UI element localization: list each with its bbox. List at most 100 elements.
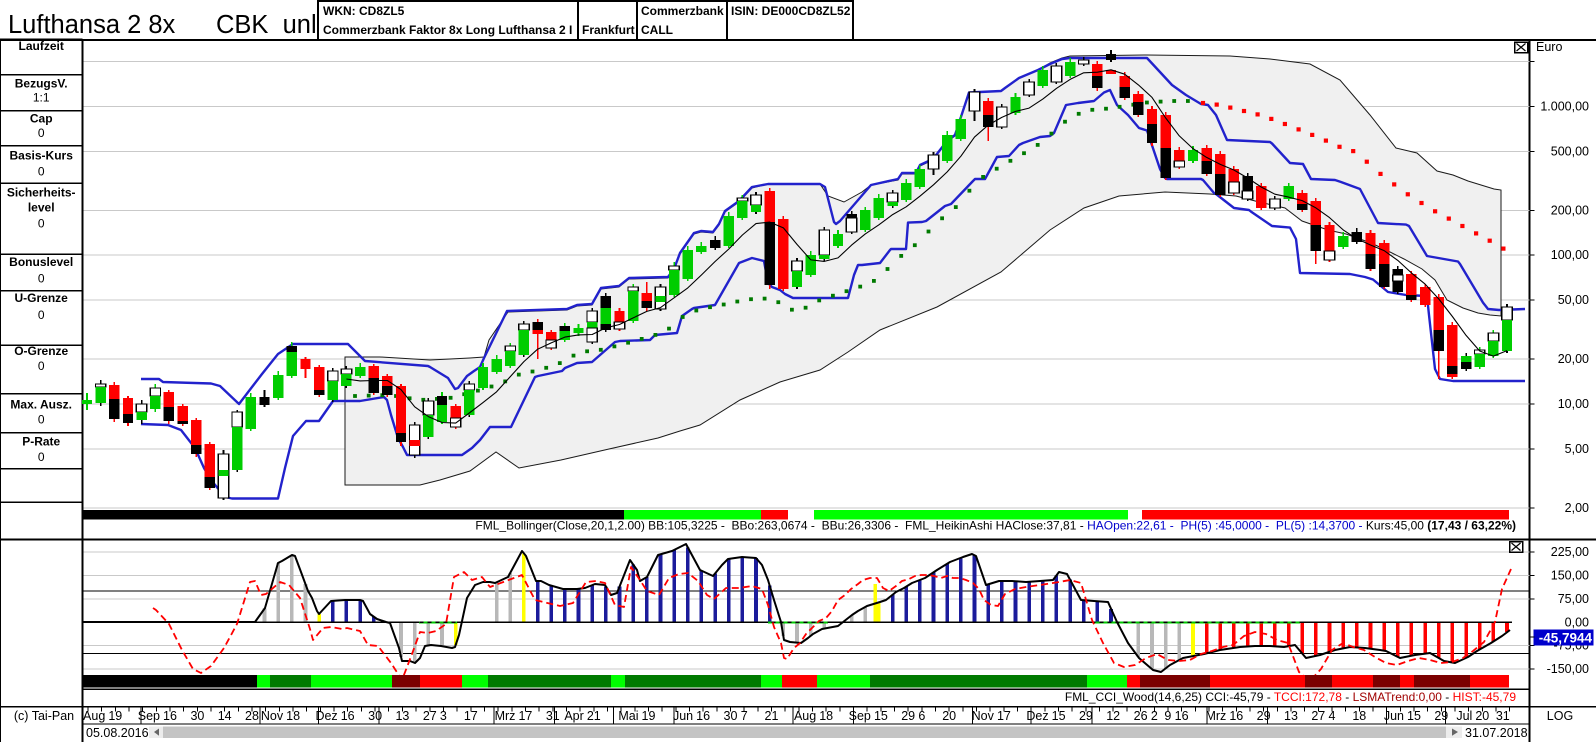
svg-text:Sep: Sep <box>849 709 871 723</box>
svg-text:19: 19 <box>642 709 656 723</box>
svg-text:31: 31 <box>1496 709 1510 723</box>
svg-text:0,00: 0,00 <box>1565 615 1589 629</box>
svg-text:CBK unl: CBK unl <box>216 11 317 39</box>
svg-text:21: 21 <box>587 709 601 723</box>
svg-text:WKN: CD8ZL5: WKN: CD8ZL5 <box>323 4 405 18</box>
svg-text:13: 13 <box>395 709 409 723</box>
svg-text:15: 15 <box>1052 709 1066 723</box>
svg-text:26: 26 <box>1134 709 1148 723</box>
svg-text:0: 0 <box>38 165 45 179</box>
svg-text:27: 27 <box>1311 709 1325 723</box>
svg-text:BezugsV.: BezugsV. <box>15 77 68 91</box>
svg-text:05.08.2016: 05.08.2016 <box>86 726 149 740</box>
svg-text:31: 31 <box>546 709 560 723</box>
svg-text:12: 12 <box>1106 709 1120 723</box>
svg-text:30: 30 <box>190 709 204 723</box>
svg-text:Mrz: Mrz <box>1205 709 1226 723</box>
svg-text:Max. Ausz.: Max. Ausz. <box>10 398 72 412</box>
svg-text:0: 0 <box>38 450 45 464</box>
svg-text:29: 29 <box>1434 709 1448 723</box>
svg-text:29: 29 <box>1079 709 1093 723</box>
svg-text:20,00: 20,00 <box>1558 352 1589 366</box>
svg-text:Jun: Jun <box>673 709 693 723</box>
svg-text:9: 9 <box>1164 709 1171 723</box>
svg-text:Frankfurt: Frankfurt <box>582 23 635 37</box>
svg-text:P-Rate: P-Rate <box>22 435 60 449</box>
svg-text:Jul: Jul <box>1456 709 1472 723</box>
svg-text:75,00: 75,00 <box>1558 592 1589 606</box>
svg-text:Commerzbank: Commerzbank <box>641 4 724 18</box>
svg-text:0: 0 <box>38 359 45 373</box>
svg-text:Jun: Jun <box>1384 709 1404 723</box>
svg-text:18: 18 <box>286 709 300 723</box>
svg-text:10,00: 10,00 <box>1558 397 1589 411</box>
svg-text:16: 16 <box>1175 709 1189 723</box>
svg-text:U-Grenze: U-Grenze <box>15 291 69 305</box>
svg-text:17: 17 <box>464 709 478 723</box>
svg-text:21: 21 <box>765 709 779 723</box>
svg-text:28: 28 <box>245 709 259 723</box>
svg-text:17: 17 <box>518 709 532 723</box>
svg-text:13: 13 <box>1284 709 1298 723</box>
svg-text:Mrz: Mrz <box>495 709 516 723</box>
svg-text:ISIN: DE000CD8ZL52: ISIN: DE000CD8ZL52 <box>731 4 851 18</box>
svg-text:30: 30 <box>724 709 738 723</box>
svg-text:level: level <box>28 201 55 215</box>
svg-text:-45,7944: -45,7944 <box>1539 631 1593 646</box>
svg-text:27: 27 <box>423 709 437 723</box>
svg-text:0: 0 <box>38 126 45 140</box>
svg-text:3: 3 <box>440 709 447 723</box>
svg-text:16: 16 <box>341 709 355 723</box>
svg-text:100,00: 100,00 <box>1551 248 1589 262</box>
svg-text:0: 0 <box>38 413 45 427</box>
svg-text:Sicherheits-: Sicherheits- <box>7 186 76 200</box>
svg-text:Dez: Dez <box>1026 709 1048 723</box>
svg-text:2,00: 2,00 <box>1565 501 1589 515</box>
svg-text:CALL: CALL <box>641 23 673 37</box>
svg-text:Euro: Euro <box>1536 40 1562 54</box>
svg-text:16: 16 <box>696 709 710 723</box>
svg-text:15: 15 <box>874 709 888 723</box>
svg-text:5,00: 5,00 <box>1565 442 1589 456</box>
svg-text:0: 0 <box>38 217 45 231</box>
svg-text:FML_CCI_Wood(14,6,25) CCI:-45,: FML_CCI_Wood(14,6,25) CCI:-45,79 - TCCI:… <box>1065 690 1516 704</box>
svg-text:Nov: Nov <box>972 709 995 723</box>
svg-text:20: 20 <box>1475 709 1489 723</box>
svg-text:Aug: Aug <box>83 709 105 723</box>
svg-text:LOG: LOG <box>1547 709 1573 723</box>
svg-text:50,00: 50,00 <box>1558 293 1589 307</box>
svg-text:30: 30 <box>368 709 382 723</box>
svg-text:225,00: 225,00 <box>1551 545 1589 559</box>
svg-text:Dez: Dez <box>315 709 337 723</box>
svg-text:O-Grenze: O-Grenze <box>14 344 68 358</box>
svg-text:0: 0 <box>38 308 45 322</box>
svg-text:Sep: Sep <box>138 709 160 723</box>
svg-text:Basis-Kurs: Basis-Kurs <box>10 149 74 163</box>
svg-text:18: 18 <box>819 709 833 723</box>
svg-text:Cap: Cap <box>30 112 53 126</box>
svg-text:0: 0 <box>38 272 45 286</box>
svg-text:150,00: 150,00 <box>1551 569 1589 583</box>
svg-text:Commerzbank Faktor 8x Long Luf: Commerzbank Faktor 8x Long Lufthansa 2 I <box>323 23 572 37</box>
svg-text:Apr: Apr <box>564 709 583 723</box>
svg-text:200,00: 200,00 <box>1551 204 1589 218</box>
svg-text:2: 2 <box>1151 709 1158 723</box>
svg-text:29: 29 <box>1257 709 1271 723</box>
svg-text:16: 16 <box>163 709 177 723</box>
svg-text:1:1: 1:1 <box>33 91 50 105</box>
svg-text:29: 29 <box>901 709 915 723</box>
svg-text:Mai: Mai <box>618 709 638 723</box>
svg-text:Bonuslevel: Bonuslevel <box>9 255 73 269</box>
svg-text:7: 7 <box>741 709 748 723</box>
svg-text:Lufthansa 2 8x: Lufthansa 2 8x <box>8 11 176 39</box>
svg-text:16: 16 <box>1229 709 1243 723</box>
svg-text:4: 4 <box>1329 709 1336 723</box>
svg-text:Nov: Nov <box>261 709 284 723</box>
svg-text:15: 15 <box>1407 709 1421 723</box>
svg-text:Laufzeit: Laufzeit <box>19 39 64 53</box>
svg-text:17: 17 <box>997 709 1011 723</box>
svg-text:(c) Tai-Pan: (c) Tai-Pan <box>14 709 74 723</box>
svg-text:20: 20 <box>942 709 956 723</box>
svg-text:Aug: Aug <box>794 709 816 723</box>
svg-text:500,00: 500,00 <box>1551 144 1589 158</box>
